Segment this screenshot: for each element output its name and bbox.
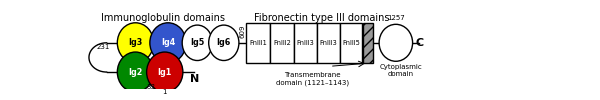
Ellipse shape [118, 23, 154, 63]
Text: Ig1: Ig1 [158, 68, 172, 77]
Ellipse shape [150, 23, 186, 63]
Text: 609: 609 [239, 24, 245, 38]
Text: Fibronectin type III domains: Fibronectin type III domains [254, 13, 389, 23]
Text: FnIII3: FnIII3 [320, 40, 337, 46]
Ellipse shape [146, 52, 183, 92]
Text: 231: 231 [96, 44, 110, 50]
Bar [270, 23, 293, 63]
Text: Transmembrane
domain (1121–1143): Transmembrane domain (1121–1143) [275, 72, 349, 86]
Ellipse shape [118, 52, 154, 92]
Text: Immunoglobulin domains: Immunoglobulin domains [101, 13, 226, 23]
Text: 1257: 1257 [387, 15, 405, 21]
Text: 33: 33 [146, 84, 155, 90]
Bar [293, 23, 317, 63]
Text: N: N [190, 74, 200, 84]
Ellipse shape [182, 25, 212, 60]
Text: FnIII1: FnIII1 [250, 40, 267, 46]
Text: 1: 1 [163, 89, 167, 95]
Text: Cytoplasmic
domain: Cytoplasmic domain [379, 64, 422, 77]
Bar [246, 23, 271, 63]
Ellipse shape [209, 25, 239, 60]
Text: Ig2: Ig2 [128, 68, 143, 77]
Text: FnIII2: FnIII2 [273, 40, 291, 46]
Text: C: C [415, 38, 424, 48]
Text: Ig6: Ig6 [217, 38, 231, 47]
Bar [317, 23, 340, 63]
Bar [340, 23, 362, 63]
Text: Ig5: Ig5 [190, 38, 205, 47]
Text: Ig4: Ig4 [161, 38, 175, 47]
Text: Ig3: Ig3 [128, 38, 143, 47]
Text: FnIII3: FnIII3 [296, 40, 314, 46]
Text: FnIII5: FnIII5 [342, 40, 360, 46]
Ellipse shape [379, 24, 413, 61]
Bar [363, 23, 373, 63]
